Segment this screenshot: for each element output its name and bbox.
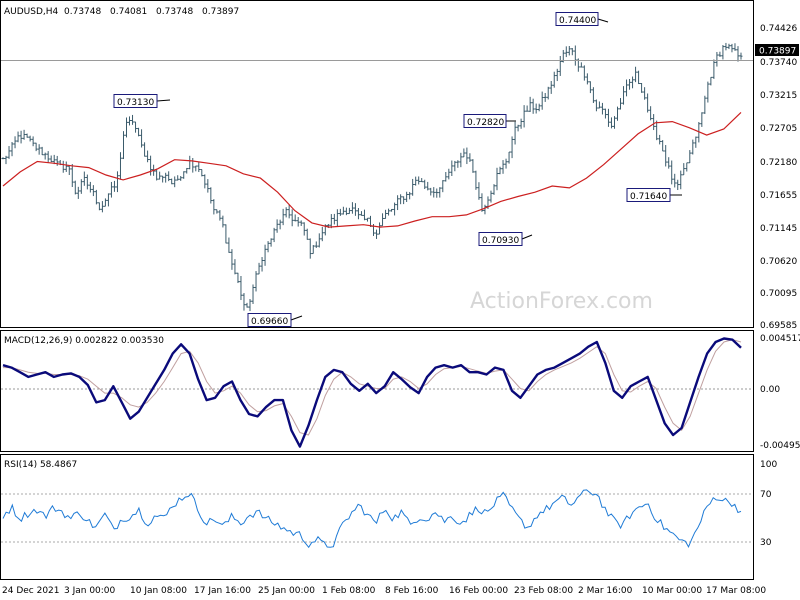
label-connector bbox=[290, 315, 303, 321]
label-connector bbox=[156, 99, 171, 102]
xtick: 2 Mar 16:00 bbox=[578, 586, 633, 596]
xtick: 25 Jan 00:00 bbox=[258, 586, 315, 596]
price-y-axis: 0.74426 0.73740 0.73215 0.72705 0.72180 … bbox=[760, 24, 797, 331]
rsi-ytick: 70 bbox=[760, 490, 772, 500]
x-axis: 24 Dec 2021 3 Jan 00:00 10 Jan 08:00 17 … bbox=[2, 586, 766, 596]
macd-ytick: 0.00 bbox=[760, 385, 780, 395]
xtick: 17 Jan 16:00 bbox=[194, 586, 251, 596]
price-ohlc-close: 0.73897 bbox=[202, 7, 239, 17]
level-label-070930: 0.70930 bbox=[482, 236, 519, 246]
rsi-line bbox=[2, 489, 742, 549]
label-box-074400 bbox=[555, 12, 599, 26]
price-ytick: 0.69585 bbox=[760, 321, 797, 331]
label-connector bbox=[597, 18, 609, 23]
level-label-072820: 0.72820 bbox=[467, 118, 504, 128]
price-ytick: 0.71145 bbox=[760, 224, 797, 234]
macd-ytick: 0.004517 bbox=[760, 334, 800, 344]
rsi-pane-frame bbox=[0, 454, 754, 580]
price-ytick: 0.70095 bbox=[760, 289, 797, 299]
label-box-069660 bbox=[247, 313, 292, 327]
last-price-marker bbox=[755, 44, 799, 56]
macd-pane-frame bbox=[0, 330, 754, 452]
xtick: 8 Feb 16:00 bbox=[385, 586, 439, 596]
rsi-series-layer bbox=[2, 489, 742, 549]
rsi-pane-title: RSI(14) 58.4867 bbox=[4, 460, 77, 470]
price-pane-frame bbox=[0, 0, 754, 328]
macd-line bbox=[2, 337, 742, 448]
price-ytick: 0.72705 bbox=[760, 124, 797, 134]
level-label-074400: 0.74400 bbox=[559, 16, 596, 26]
price-ohlc-high: 0.74081 bbox=[110, 7, 147, 17]
price-series-layer bbox=[1, 42, 753, 312]
price-ytick: 0.74426 bbox=[760, 24, 797, 34]
price-ytick: 0.72180 bbox=[760, 158, 797, 168]
label-box-072820 bbox=[463, 114, 507, 128]
price-level-labels: 0.74400 0.73130 0.72820 0.71640 0.70930 … bbox=[113, 12, 682, 327]
xtick: 1 Feb 08:00 bbox=[322, 586, 376, 596]
level-label-073130: 0.73130 bbox=[117, 98, 154, 108]
rsi-ytick: 100 bbox=[760, 460, 777, 470]
price-pane-title: AUDUSD,H4 bbox=[4, 7, 59, 17]
price-ohlc-open: 0.73748 bbox=[64, 7, 101, 17]
label-box-073130 bbox=[113, 94, 158, 108]
level-label-069660: 0.69660 bbox=[251, 317, 288, 327]
label-box-071640 bbox=[626, 188, 671, 202]
level-label-071640: 0.71640 bbox=[630, 192, 667, 202]
xtick: 10 Jan 08:00 bbox=[130, 586, 187, 596]
label-box-070930 bbox=[478, 232, 523, 246]
xtick: 3 Jan 00:00 bbox=[64, 586, 116, 596]
macd-pane-title: MACD(12,26,9) 0.002822 0.003530 bbox=[4, 336, 164, 346]
xtick: 16 Feb 00:00 bbox=[449, 586, 508, 596]
moving-average-line bbox=[2, 111, 742, 228]
xtick: 17 Mar 08:00 bbox=[706, 586, 766, 596]
rsi-ytick: 30 bbox=[760, 538, 772, 548]
price-ytick: 0.71655 bbox=[760, 191, 797, 201]
xtick: 10 Mar 00:00 bbox=[642, 586, 702, 596]
xtick: 24 Dec 2021 bbox=[2, 586, 60, 596]
price-ohlc-low: 0.73748 bbox=[156, 7, 193, 17]
watermark: ActionForex.com bbox=[470, 289, 653, 314]
last-price-label: 0.73897 bbox=[759, 47, 796, 57]
price-ytick: 0.70620 bbox=[760, 257, 797, 267]
price-ytick: 0.73215 bbox=[760, 91, 797, 101]
macd-series-layer bbox=[2, 337, 742, 448]
macd-ytick: -0.00495 bbox=[760, 441, 800, 451]
xtick: 23 Feb 08:00 bbox=[514, 586, 573, 596]
price-ytick: 0.73740 bbox=[760, 58, 797, 68]
label-connector bbox=[521, 234, 533, 240]
